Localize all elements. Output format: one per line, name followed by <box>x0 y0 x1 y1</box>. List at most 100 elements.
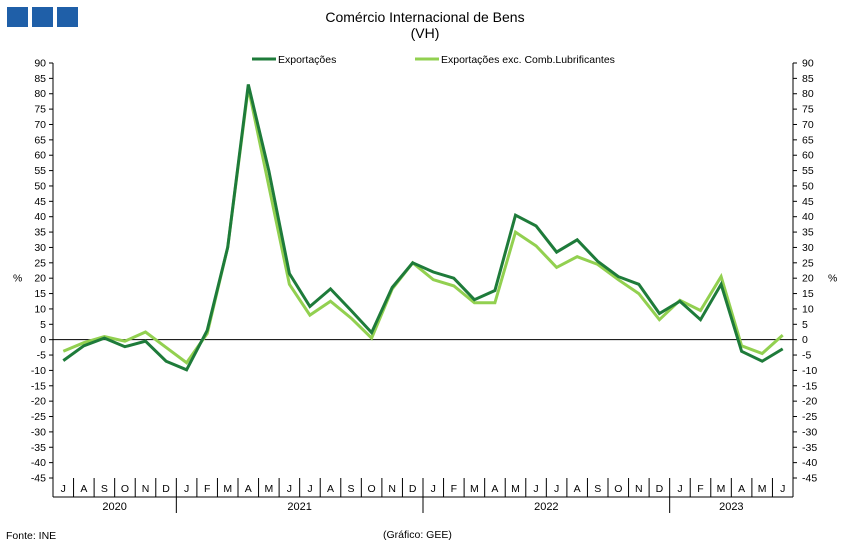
y-tick-label-left: -40 <box>31 457 46 469</box>
y-tick-label-right: 40 <box>802 211 814 223</box>
y-tick-label-right: 85 <box>802 73 814 85</box>
x-tick-label: D <box>656 483 664 495</box>
y-tick-label-left: 90 <box>34 58 46 70</box>
y-tick-label-left: 0 <box>40 334 46 346</box>
x-tick-label: J <box>287 483 292 495</box>
y-tick-label-right: -5 <box>802 350 811 362</box>
x-tick-label: A <box>245 483 252 495</box>
series-line-1 <box>62 84 784 372</box>
x-tick-label: O <box>121 483 129 495</box>
y-tick-label-left: -25 <box>31 411 46 423</box>
logo-square-1 <box>7 7 28 27</box>
y-tick-label-left: -20 <box>31 396 46 408</box>
legend-label: Exportações <box>278 54 336 66</box>
axes: -45 -45 -40 -40 -35 -35 -30 -30 -25 -25 -20 -20 -15 -… <box>13 58 837 513</box>
y-tick-label-left: 10 <box>34 303 46 315</box>
x-tick-label: N <box>388 483 396 495</box>
x-tick-label: O <box>614 483 622 495</box>
x-tick-label: S <box>594 483 601 495</box>
y-tick-label-right: 45 <box>802 196 814 208</box>
chart-title: Comércio Internacional de Bens <box>325 9 525 25</box>
y-tick-label-left: -5 <box>37 350 46 362</box>
x-year-label: 2022 <box>534 501 558 513</box>
logo-square-3 <box>57 7 78 27</box>
y-tick-label-left: 50 <box>34 180 46 192</box>
x-tick-label: F <box>204 483 210 495</box>
y-tick-label-right: -45 <box>802 473 817 485</box>
y-axis-label-right: % <box>828 273 837 285</box>
y-tick-label-right: 80 <box>802 88 814 100</box>
y-tick-label-left: 80 <box>34 88 46 100</box>
legend-label: Exportações exc. Comb.Lubrificantes <box>441 54 615 66</box>
y-tick-label-left: 20 <box>34 273 46 285</box>
y-tick-label-left: 25 <box>34 257 46 269</box>
y-tick-label-right: 25 <box>802 257 814 269</box>
y-tick-label-left: 15 <box>34 288 46 300</box>
x-year-label: 2020 <box>102 501 126 513</box>
y-tick-label-left: -45 <box>31 473 46 485</box>
y-tick-label-right: 70 <box>802 119 814 131</box>
x-tick-label: A <box>80 483 87 495</box>
y-tick-label-left: 45 <box>34 196 46 208</box>
x-tick-label: N <box>635 483 643 495</box>
y-tick-label-right: 60 <box>802 150 814 162</box>
x-tick-label: M <box>470 483 479 495</box>
x-tick-label: A <box>738 483 745 495</box>
x-tick-label: A <box>327 483 334 495</box>
y-tick-label-right: 35 <box>802 227 814 239</box>
y-tick-label-right: 0 <box>802 334 808 346</box>
x-tick-label: A <box>491 483 498 495</box>
x-tick-label: M <box>223 483 232 495</box>
chart-credit: (Gráfico: GEE) <box>383 529 452 541</box>
x-tick-label: J <box>780 483 785 495</box>
y-tick-label-right: 90 <box>802 58 814 70</box>
y-tick-label-left: 70 <box>34 119 46 131</box>
x-tick-label: M <box>717 483 726 495</box>
series-line-2 <box>62 87 784 365</box>
y-tick-label-left: -10 <box>31 365 46 377</box>
x-tick-label: J <box>533 483 538 495</box>
x-tick-label: A <box>574 483 581 495</box>
y-tick-label-right: 65 <box>802 134 814 146</box>
x-tick-label: M <box>758 483 767 495</box>
x-tick-label: J <box>307 483 312 495</box>
y-tick-label-left: 40 <box>34 211 46 223</box>
y-tick-label-right: 20 <box>802 273 814 285</box>
x-tick-label: J <box>61 483 66 495</box>
x-tick-label: M <box>264 483 273 495</box>
logo-square-2 <box>32 7 53 27</box>
x-tick-label: D <box>409 483 417 495</box>
y-tick-label-right: -15 <box>802 380 817 392</box>
legend: Exportações Exportações exc. Comb.Lubrifi… <box>252 54 615 66</box>
source-note: Fonte: INE <box>6 530 57 542</box>
y-tick-label-left: 75 <box>34 104 46 116</box>
x-tick-label: J <box>431 483 436 495</box>
y-tick-label-left: -35 <box>31 442 46 454</box>
y-axis-label-left: % <box>13 273 22 285</box>
y-tick-label-left: 60 <box>34 150 46 162</box>
x-tick-label: M <box>511 483 520 495</box>
series-lines <box>62 84 784 372</box>
y-tick-label-left: 5 <box>40 319 46 331</box>
y-tick-label-right: 50 <box>802 180 814 192</box>
y-tick-label-right: -30 <box>802 426 817 438</box>
y-tick-label-left: -30 <box>31 426 46 438</box>
y-tick-label-right: 75 <box>802 104 814 116</box>
x-tick-label: S <box>101 483 108 495</box>
chart-subtitle: (VH) <box>410 25 440 41</box>
y-tick-label-left: -15 <box>31 380 46 392</box>
x-tick-label: J <box>184 483 189 495</box>
x-tick-label: N <box>142 483 150 495</box>
x-tick-label: O <box>368 483 376 495</box>
y-tick-label-right: -20 <box>802 396 817 408</box>
x-tick-label: D <box>162 483 170 495</box>
y-tick-label-left: 65 <box>34 134 46 146</box>
y-tick-label-left: 35 <box>34 227 46 239</box>
y-tick-label-left: 85 <box>34 73 46 85</box>
x-tick-label: F <box>697 483 703 495</box>
y-tick-label-right: -10 <box>802 365 817 377</box>
y-tick-label-right: -25 <box>802 411 817 423</box>
y-tick-label-right: 5 <box>802 319 808 331</box>
y-tick-label-right: 10 <box>802 303 814 315</box>
